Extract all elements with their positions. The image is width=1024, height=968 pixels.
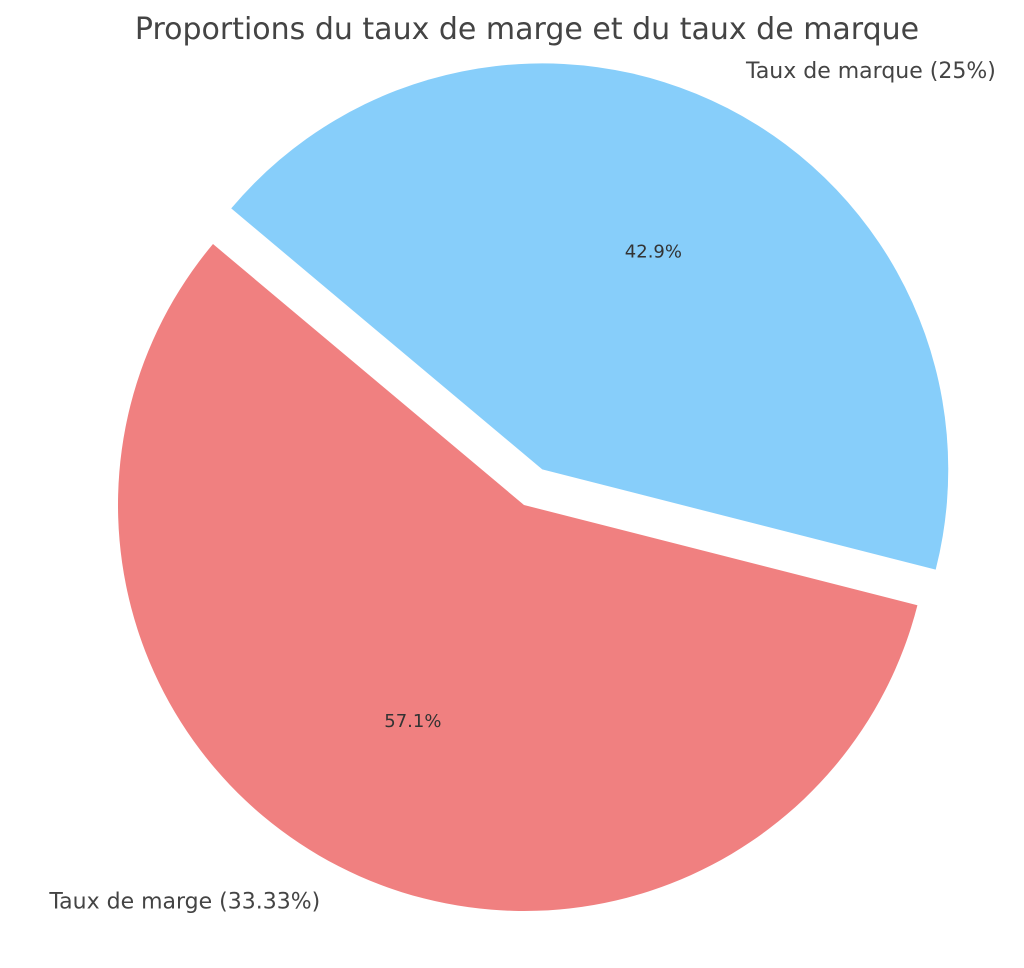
- percent-label-2: 42.9%: [625, 242, 682, 263]
- pie-slice-2: [231, 63, 949, 570]
- pie-labels: 57.1% Taux de marge (33.33%) 42.9% Taux de …: [48, 59, 995, 914]
- chart-title: Proportions du taux de marge et du taux …: [135, 12, 919, 47]
- category-label-1: Taux de marge (33.33%): [48, 889, 320, 914]
- pie-slices: [117, 63, 949, 912]
- pie-slice-1: [117, 244, 918, 912]
- percent-label-1: 57.1%: [384, 711, 441, 732]
- category-label-2: Taux de marque (25%): [745, 59, 996, 84]
